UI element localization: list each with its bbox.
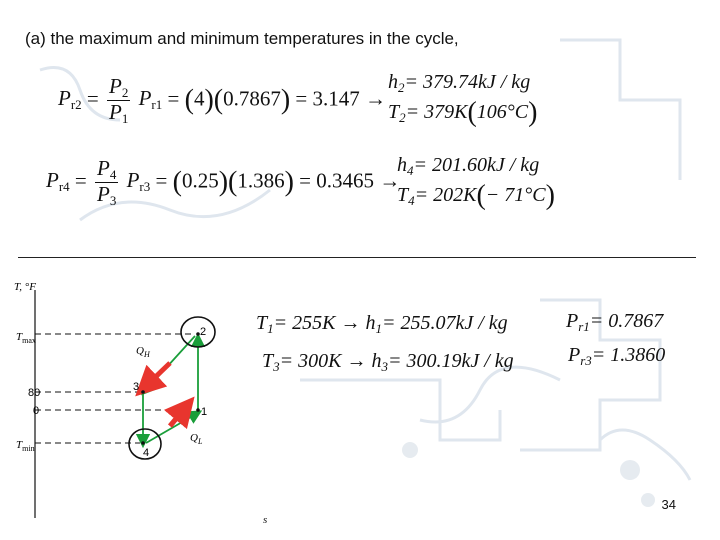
eq1-lhs: Pr2 — [58, 86, 82, 113]
given-pr1: Pr1= 0.7867 — [566, 310, 664, 334]
process-4-1 — [145, 410, 203, 444]
ql-label: QL — [190, 432, 203, 446]
point-3-label: 3 — [133, 381, 139, 393]
point-4-dot — [141, 441, 145, 445]
arrow-icon: → — [379, 168, 401, 193]
point-1-label: 1 — [201, 406, 207, 418]
arrow-icon: → — [340, 312, 361, 334]
equation-pr4: Pr4 = P4 P3 Pr3 = (0.25)(1.386) = 0.3465… — [46, 156, 401, 208]
qh-arrow — [135, 361, 172, 397]
section-divider — [18, 257, 696, 258]
point-2-label: 2 — [200, 326, 206, 338]
arrow-icon: → — [365, 86, 387, 111]
eq2-mult: Pr3 — [126, 168, 151, 195]
ql-arrow-head — [163, 396, 195, 430]
given-state-1: T1= 255K → h1= 255.07kJ / kg — [256, 312, 508, 336]
eq1-fraction: P2 P1 — [107, 74, 131, 126]
point-2-circle — [180, 316, 216, 348]
tick-80: 80 — [28, 387, 40, 399]
slide-title: (a) the maximum and minimum temperatures… — [25, 29, 459, 48]
point-1-dot — [196, 408, 200, 412]
qh-label: QH — [136, 345, 151, 359]
tmin-label: Tmin — [16, 439, 35, 453]
point-3-dot — [141, 390, 145, 394]
page-number: 34 — [661, 497, 676, 512]
eq1-mult: Pr1 — [138, 86, 163, 113]
eq1-result: = 3.147 — [295, 86, 360, 111]
point-4-circle — [128, 428, 162, 460]
given-state-3: T3= 300K → h3= 300.19kJ / kg — [262, 350, 514, 374]
ts-diagram: T, °F Tmax 80 0 Tmin 1 2 3 4 QH QL s — [14, 281, 216, 518]
point-2-dot — [196, 332, 200, 336]
eq2-fraction: P4 P3 — [95, 156, 119, 208]
arrow-icon: → — [346, 350, 367, 372]
y-axis-label: T, °F — [14, 281, 36, 293]
equation-pr2: Pr2 = P2 P1 Pr1 = (4)(0.7867) = 3.147 → — [58, 74, 387, 126]
given-pr3: Pr3= 1.3860 — [568, 344, 666, 368]
point-4-label: 4 — [143, 447, 149, 459]
result-state-4: h4= 201.60kJ / kg T4= 202K(− 71°C) — [397, 154, 555, 211]
eq2-lhs: Pr4 — [46, 168, 70, 195]
tick-0: 0 — [33, 405, 39, 417]
eq2-result: = 0.3465 — [299, 168, 375, 193]
tmax-label: Tmax — [16, 331, 36, 345]
result-state-2: h2= 379.74kJ / kg T2= 379K(106°C) — [388, 71, 538, 128]
s-axis-label: s — [263, 514, 268, 526]
